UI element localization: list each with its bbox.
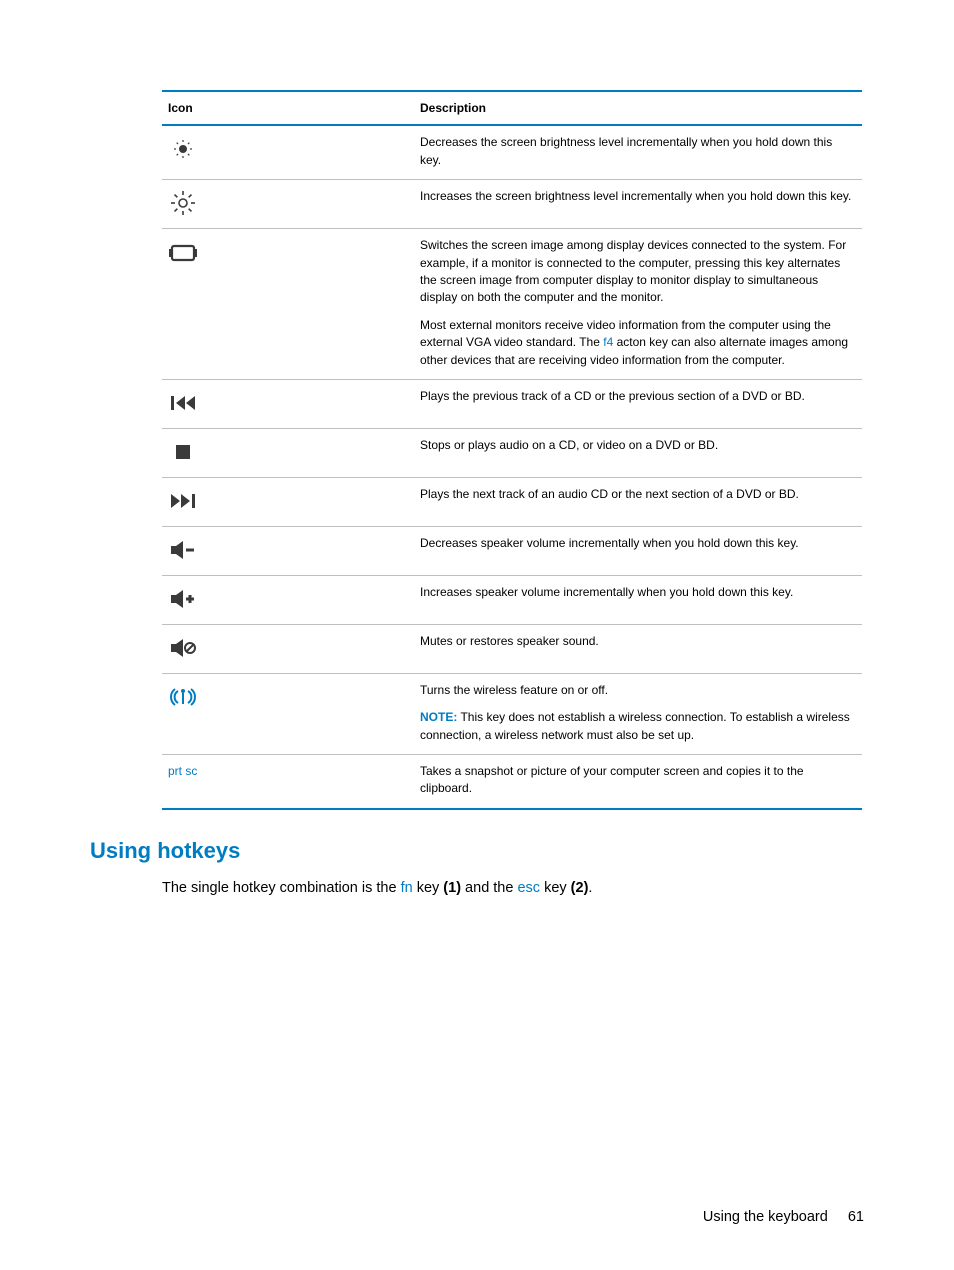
table-row: Decreases the screen brightness level in…: [162, 125, 862, 179]
table-header-description: Description: [414, 91, 862, 125]
action-keys-table: Icon Description Decreases the screen br…: [162, 90, 862, 810]
description-cell: Plays the next track of an audio CD or t…: [414, 477, 862, 526]
table-row: Turns the wireless feature on or off.NOT…: [162, 673, 862, 754]
table-row: Mutes or restores speaker sound.: [162, 624, 862, 673]
display-switch-icon: [162, 229, 414, 380]
section-heading: Using hotkeys: [90, 838, 864, 864]
table-row: Switches the screen image among display …: [162, 229, 862, 380]
table-row: Increases speaker volume incrementally w…: [162, 575, 862, 624]
description-cell: Plays the previous track of a CD or the …: [414, 379, 862, 428]
description-cell: Mutes or restores speaker sound.: [414, 624, 862, 673]
footer-section-title: Using the keyboard: [703, 1209, 828, 1225]
table-row: Stops or plays audio on a CD, or video o…: [162, 428, 862, 477]
page-footer: Using the keyboard 61: [703, 1209, 864, 1225]
table-row: Plays the previous track of a CD or the …: [162, 379, 862, 428]
volume-up-icon: [162, 575, 414, 624]
table-row: Plays the next track of an audio CD or t…: [162, 477, 862, 526]
next-track-icon: [162, 477, 414, 526]
table-row: Increases the screen brightness level in…: [162, 180, 862, 229]
table-row: prt sc Takes a snapshot or picture of you…: [162, 755, 862, 809]
description-cell: Increases the screen brightness level in…: [414, 180, 862, 229]
description-cell: Takes a snapshot or picture of your comp…: [414, 755, 862, 809]
description-cell: Switches the screen image among display …: [414, 229, 862, 380]
prev-track-icon: [162, 379, 414, 428]
page: Icon Description Decreases the screen br…: [0, 0, 954, 1270]
description-cell: Turns the wireless feature on or off.NOT…: [414, 673, 862, 754]
table-row: Decreases speaker volume incrementally w…: [162, 526, 862, 575]
wireless-icon: [162, 673, 414, 754]
brightness-down-icon: [162, 125, 414, 179]
mute-icon: [162, 624, 414, 673]
hotkeys-body-text: The single hotkey combination is the fn …: [162, 878, 864, 900]
volume-down-icon: [162, 526, 414, 575]
description-cell: Decreases the screen brightness level in…: [414, 125, 862, 179]
description-cell: Decreases speaker volume incrementally w…: [414, 526, 862, 575]
table-header-icon: Icon: [162, 91, 414, 125]
page-number: 61: [848, 1209, 864, 1225]
prtsc-icon: prt sc: [162, 755, 414, 809]
table-body: Decreases the screen brightness level in…: [162, 125, 862, 808]
stop-icon: [162, 428, 414, 477]
description-cell: Stops or plays audio on a CD, or video o…: [414, 428, 862, 477]
description-cell: Increases speaker volume incrementally w…: [414, 575, 862, 624]
brightness-up-icon: [162, 180, 414, 229]
prtsc-label: prt sc: [168, 764, 197, 778]
